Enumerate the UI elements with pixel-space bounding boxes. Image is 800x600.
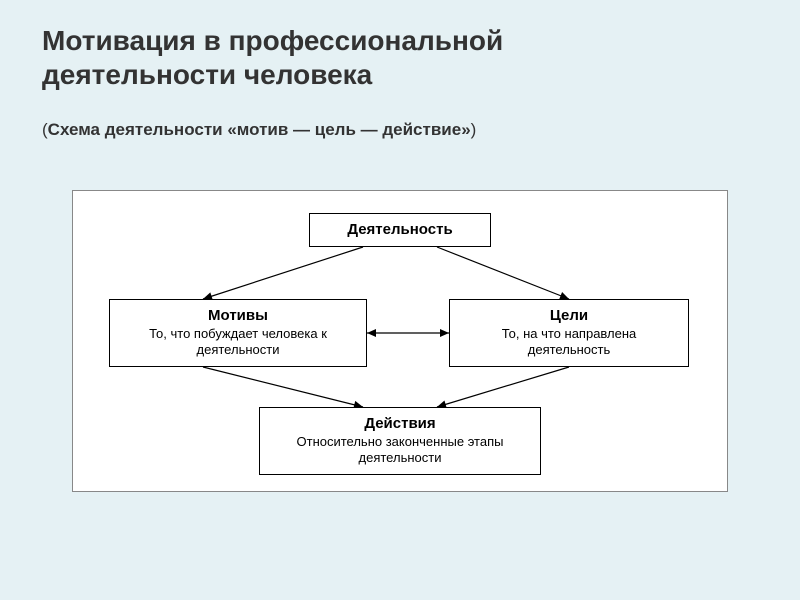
node-motives-title: Мотивы [208,307,268,326]
page-subtitle: (Схема деятельности «мотив — цель — дейс… [42,120,476,140]
node-actions-title: Действия [364,415,435,434]
node-goals-title: Цели [550,307,588,326]
page-title: Мотивация в профессиональной деятельност… [42,24,503,92]
node-actions-sub1: Относительно законченные этапы [297,434,504,450]
node-goals: Цели То, на что направлена деятельность [449,299,689,367]
subtitle-suffix: ) [471,120,477,139]
node-motives: Мотивы То, что побуждает человека к деят… [109,299,367,367]
title-line-1: Мотивация в профессиональной [42,25,503,56]
slide-page: Мотивация в профессиональной деятельност… [0,0,800,600]
node-motives-sub2: деятельности [197,342,280,358]
title-line-2: деятельности человека [42,59,372,90]
node-activity: Деятельность [309,213,491,247]
subtitle-text: Схема деятельности «мотив — цель — дейст… [48,120,471,139]
node-actions-sub2: деятельности [359,450,442,466]
node-motives-sub1: То, что побуждает человека к [149,326,327,342]
node-goals-sub1: То, на что направлена [502,326,637,342]
node-goals-sub2: деятельность [528,342,610,358]
node-actions: Действия Относительно законченные этапы … [259,407,541,475]
diagram-container: Деятельность Мотивы То, что побуждает че… [72,190,728,492]
node-activity-title: Деятельность [347,221,452,240]
